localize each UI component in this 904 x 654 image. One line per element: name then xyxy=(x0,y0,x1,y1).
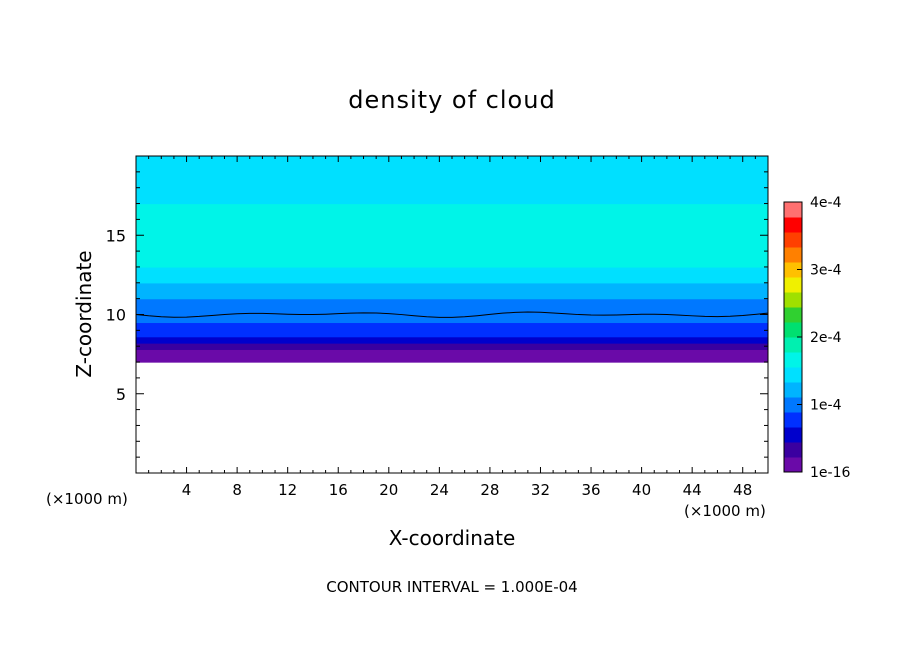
colorbar-swatch xyxy=(784,352,802,368)
colorbar: 4e-4 3e-4 2e-4 1e-4 1e-16 xyxy=(783,195,850,481)
density-band xyxy=(136,219,768,236)
x-tick-label: 8 xyxy=(232,481,242,499)
density-band xyxy=(136,266,768,284)
density-band xyxy=(136,314,768,324)
colorbar-swatch xyxy=(784,322,802,338)
density-band xyxy=(136,330,768,338)
x-tick-label: 28 xyxy=(480,481,499,499)
y-axis: 5 10 15 xyxy=(106,171,768,458)
density-band xyxy=(136,306,768,316)
x-axis: 4 8 12 16 20 24 28 32 36 40 44 48 xyxy=(148,156,756,499)
colorbar-tick-label: 1e-4 xyxy=(810,398,842,414)
colorbar-swatch xyxy=(784,247,802,263)
colorbar-tick-label: 2e-4 xyxy=(810,330,842,346)
colorbar-swatch xyxy=(784,307,802,323)
colorbar-swatch xyxy=(784,277,802,293)
density-band xyxy=(136,203,768,220)
density-band xyxy=(136,336,768,344)
density-band xyxy=(136,235,768,252)
contour-line xyxy=(136,311,768,318)
colorbar-swatch xyxy=(784,442,802,458)
x-axis-label: X-coordinate xyxy=(388,526,516,550)
x-tick-label: 20 xyxy=(379,481,398,499)
density-band xyxy=(136,343,768,350)
x-tick-label: 36 xyxy=(581,481,600,499)
density-band xyxy=(136,187,768,205)
colorbar-swatch xyxy=(784,457,802,473)
x-tick-label: 32 xyxy=(531,481,550,499)
x-tick-label: 12 xyxy=(278,481,297,499)
density-band xyxy=(136,355,768,363)
y-tick-label: 10 xyxy=(106,306,126,325)
x-unit-right: (×1000 m) xyxy=(684,502,766,520)
chart-title: density of cloud xyxy=(348,86,556,114)
colorbar-swatch xyxy=(784,292,802,308)
colorbar-tick-label: 4e-4 xyxy=(810,195,842,211)
y-axis-label: Z-coordinate xyxy=(72,250,96,378)
colorbar-swatch xyxy=(784,337,802,353)
density-band xyxy=(136,251,768,268)
colorbar-swatch xyxy=(784,367,802,383)
colorbar-tick-label: 3e-4 xyxy=(810,263,842,279)
x-tick-label: 44 xyxy=(683,481,702,499)
contour-interval-note: CONTOUR INTERVAL = 1.000E-04 xyxy=(326,578,578,596)
density-field xyxy=(136,156,768,363)
density-band xyxy=(136,171,768,189)
x-tick-label: 40 xyxy=(632,481,651,499)
x-unit-left: (×1000 m) xyxy=(46,490,128,508)
density-band xyxy=(136,349,768,357)
y-tick-label: 5 xyxy=(116,385,126,404)
colorbar-swatch xyxy=(784,397,802,413)
colorbar-swatch xyxy=(784,262,802,278)
colorbar-swatch xyxy=(784,412,802,428)
x-tick-label: 16 xyxy=(329,481,348,499)
density-band xyxy=(136,156,768,173)
colorbar-swatch xyxy=(784,202,802,218)
density-band xyxy=(136,298,768,308)
x-tick-label: 4 xyxy=(182,481,192,499)
y-tick-label: 15 xyxy=(106,226,126,245)
x-tick-label: 48 xyxy=(733,481,752,499)
colorbar-swatch xyxy=(784,382,802,398)
density-band xyxy=(136,322,768,331)
colorbar-swatch xyxy=(784,217,802,233)
colorbar-swatch xyxy=(784,232,802,248)
x-tick-label: 24 xyxy=(430,481,449,499)
colorbar-swatch xyxy=(784,427,802,443)
colorbar-tick-label: 1e-16 xyxy=(810,465,850,481)
density-band xyxy=(136,282,768,300)
